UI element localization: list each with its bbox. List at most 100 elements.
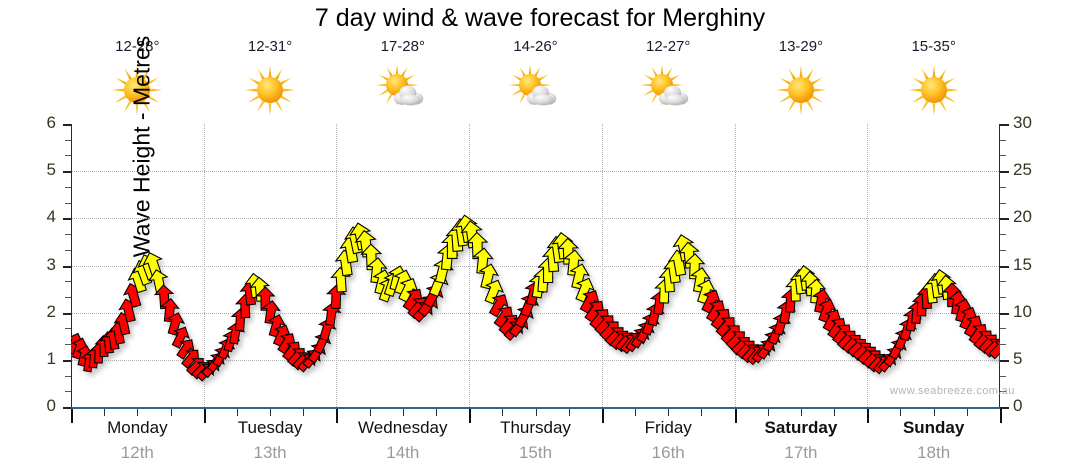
right-axis-tick-label: 15 [1013, 254, 1032, 274]
wind-arrow [484, 279, 505, 305]
left-axis-line [71, 124, 72, 407]
left-axis-tick-label: 0 [46, 396, 56, 415]
axis-tick-minor [1000, 375, 1006, 377]
sun-icon [210, 60, 330, 122]
sun-cloud-icon [343, 60, 463, 122]
day-footer-tuesday: Tuesday 13th [200, 418, 340, 463]
day-footer-wednesday: Wednesday 14th [333, 418, 473, 463]
day-date: 17th [784, 443, 818, 462]
axis-tick [1000, 218, 1009, 221]
watermark: www.seabreeze.com.au [890, 385, 1015, 397]
axis-tick-minor [65, 249, 71, 251]
x-axis-tick-major [601, 408, 604, 423]
day-header-tuesday: 12-31° [210, 38, 330, 122]
left-axis-tick-label: 6 [46, 113, 56, 132]
axis-tick [63, 218, 71, 221]
gridline [72, 359, 999, 361]
day-name: Wednesday [358, 418, 448, 437]
axis-tick-minor [1000, 139, 1006, 141]
day-divider [867, 124, 869, 407]
left-axis-tick-label: 2 [46, 301, 56, 321]
axis-tick-minor [1000, 328, 1006, 330]
x-axis-tick-minor [767, 408, 769, 416]
day-name: Sunday [902, 418, 965, 437]
axis-tick-minor [65, 375, 71, 377]
wind-arrow [171, 326, 191, 349]
day-temperature: 15-35° [911, 38, 956, 55]
sun-cloud-icon [608, 60, 728, 122]
day-footer-monday: Monday 12th [67, 418, 207, 463]
x-axis-tick-major [867, 408, 870, 423]
axis-tick [63, 359, 71, 362]
wind-arrow [366, 257, 388, 284]
day-date: 18th [917, 443, 951, 462]
x-axis-tick-major [1000, 408, 1002, 423]
day-header-friday: 12-27° [608, 38, 728, 122]
x-axis-tick-minor [303, 408, 305, 416]
x-axis-tick-minor [568, 408, 570, 416]
axis-tick-minor [1000, 296, 1006, 298]
x-axis-tick-minor [170, 408, 172, 416]
axis-tick [1000, 359, 1009, 362]
left-axis-tick-label: 5 [46, 160, 56, 180]
x-axis-tick-minor [701, 408, 703, 416]
axis-tick-minor [1000, 234, 1006, 236]
right-axis-tick-label: 25 [1013, 160, 1032, 180]
x-axis-tick-major [71, 408, 73, 423]
day-header-saturday: 13-29° [741, 38, 861, 122]
gridline [72, 312, 999, 314]
x-axis-tick-major [336, 408, 339, 423]
wind-arrow [267, 314, 287, 338]
day-temperature: 13-29° [778, 38, 824, 55]
day-divider [734, 124, 736, 407]
axis-tick-minor [65, 155, 71, 157]
x-axis-tick-minor [270, 408, 272, 416]
x-axis-tick-major [203, 408, 206, 423]
wind-arrow [988, 340, 1000, 360]
day-header-monday: 12-28° [77, 38, 197, 122]
axis-tick-minor [65, 296, 71, 298]
day-divider [469, 124, 471, 407]
x-axis-tick-minor [104, 408, 106, 416]
day-name: Saturday [764, 418, 838, 437]
day-divider [203, 124, 205, 407]
axis-tick-minor [65, 281, 71, 283]
wind-arrow [805, 278, 827, 304]
wind-arrow [683, 253, 706, 280]
sun-icon [874, 60, 994, 122]
day-date: 13th [253, 443, 287, 462]
gridline [72, 218, 999, 220]
day-footer-friday: Friday 16th [598, 418, 738, 463]
wind-arrow [159, 297, 180, 323]
axis-tick [63, 407, 71, 409]
day-name: Thursday [500, 418, 571, 437]
axis-tick [1000, 171, 1009, 174]
day-temperature: 17-28° [380, 38, 425, 55]
sun-cloud-icon [476, 60, 596, 122]
axis-tick [63, 312, 71, 315]
x-axis-line [71, 407, 1000, 409]
x-axis-tick-major [734, 408, 737, 423]
x-axis-tick-minor [369, 408, 371, 416]
axis-tick-minor [1000, 249, 1006, 251]
x-axis-tick-minor [502, 408, 504, 416]
day-name: Monday [107, 418, 168, 437]
day-date: 15th [518, 443, 553, 462]
x-axis-tick-minor [834, 408, 836, 416]
day-temperature: 12-27° [646, 38, 691, 55]
axis-tick-minor [65, 139, 71, 141]
day-divider [336, 124, 338, 407]
day-footer-saturday: Saturday 17th [731, 418, 871, 463]
axis-tick-minor [1000, 202, 1006, 204]
day-temperature: 14-26° [513, 38, 558, 55]
axis-tick-minor [1000, 344, 1006, 346]
day-header-sunday: 15-35° [874, 38, 994, 122]
wind-arrow [166, 312, 186, 336]
day-date: 16th [651, 443, 685, 462]
x-axis-tick-minor [402, 408, 404, 416]
day-name: Tuesday [237, 418, 303, 437]
wind-arrow [261, 299, 281, 325]
day-date: 12th [120, 443, 154, 462]
x-axis-tick-major [469, 408, 472, 423]
